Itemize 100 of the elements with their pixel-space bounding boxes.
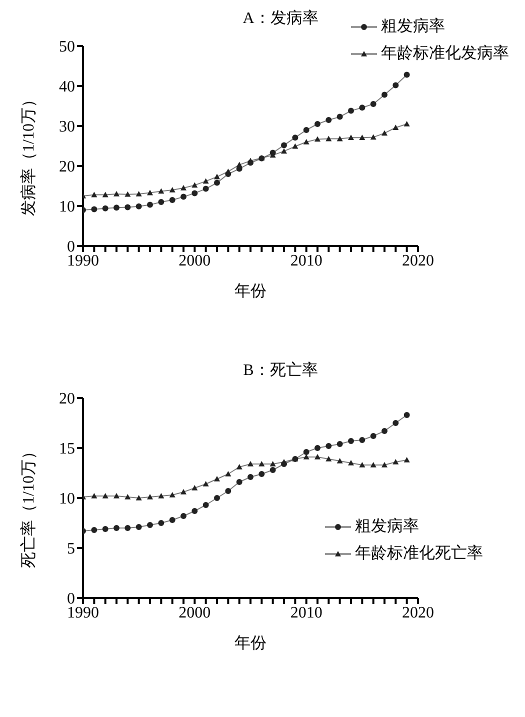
point (214, 476, 220, 482)
point (303, 449, 310, 455)
point (136, 191, 142, 196)
point (225, 471, 232, 476)
point (169, 197, 176, 203)
point (158, 199, 164, 205)
point (370, 433, 376, 439)
point (336, 458, 343, 464)
point (392, 459, 399, 464)
x-tick-label: 2010 (290, 252, 322, 270)
point (124, 494, 131, 500)
x-axis-title: 年份 (234, 283, 266, 300)
x-tick-label: 2000 (178, 252, 211, 270)
point (192, 190, 198, 196)
point (392, 82, 399, 88)
point (359, 437, 366, 443)
point (214, 495, 220, 501)
point (392, 420, 399, 426)
y-axis-title: 死亡率（1/10万） (20, 444, 38, 568)
point (158, 520, 164, 526)
y-tick-label: 30 (59, 118, 75, 136)
point (248, 158, 254, 164)
point (214, 174, 220, 180)
point (326, 456, 332, 462)
point (180, 194, 186, 200)
point (236, 479, 242, 485)
y-tick-label: 15 (59, 440, 75, 458)
point (303, 139, 310, 144)
point (136, 203, 142, 210)
point (91, 192, 98, 198)
point (258, 471, 265, 477)
point (404, 457, 410, 462)
point (336, 441, 343, 447)
point (225, 488, 232, 494)
point (124, 191, 131, 197)
legend-label: 年龄标准化死亡率 (355, 544, 483, 564)
y-tick-label: 5 (67, 540, 75, 558)
point (348, 460, 354, 466)
point (370, 462, 376, 468)
point (202, 178, 209, 184)
point (281, 148, 287, 154)
point (359, 462, 366, 468)
point (169, 517, 176, 523)
point (292, 134, 298, 141)
point (392, 124, 399, 130)
point (336, 136, 343, 142)
point (348, 134, 354, 140)
point (270, 461, 276, 466)
point (314, 121, 320, 127)
point (136, 524, 142, 530)
y-tick-label: 10 (59, 198, 75, 216)
point (281, 142, 287, 148)
point (326, 117, 332, 123)
y-axis-title: 发病率（1/10万） (20, 92, 38, 216)
point (270, 467, 276, 473)
point (348, 438, 354, 444)
point (180, 513, 186, 519)
point (336, 114, 343, 120)
point (314, 136, 320, 142)
legend-label: 年龄标准化发病率 (381, 44, 509, 64)
point (314, 454, 320, 460)
point (102, 192, 108, 198)
point (303, 127, 310, 133)
y-tick-label: 50 (59, 38, 75, 56)
point (359, 104, 366, 111)
point (102, 205, 108, 212)
y-tick-label: 20 (59, 390, 75, 408)
point (326, 136, 332, 142)
point (180, 489, 186, 494)
point (136, 495, 142, 500)
point (382, 462, 388, 468)
point (180, 185, 186, 190)
chart-title: A：发病率 (242, 10, 318, 27)
point (192, 485, 198, 490)
point (147, 522, 153, 528)
point (91, 527, 98, 533)
y-tick-label: 10 (59, 490, 75, 508)
point (382, 92, 388, 98)
point (382, 130, 388, 136)
point (382, 428, 388, 434)
point (292, 143, 298, 149)
point (91, 206, 98, 212)
x-tick-label: 2010 (290, 604, 322, 622)
y-tick-label: 40 (59, 78, 75, 96)
point (370, 101, 376, 107)
point (236, 162, 242, 168)
point (225, 168, 232, 174)
point (102, 493, 108, 498)
point (158, 493, 164, 498)
x-tick-label: 2000 (178, 604, 211, 622)
x-tick-label: 2020 (402, 252, 434, 270)
point (192, 182, 198, 188)
x-axis-title: 年份 (234, 635, 266, 652)
chart-title: B：死亡率 (242, 360, 319, 381)
point (114, 204, 120, 211)
point (236, 464, 242, 470)
point (248, 461, 254, 466)
point (147, 202, 153, 208)
point (404, 72, 410, 78)
point (404, 121, 410, 126)
